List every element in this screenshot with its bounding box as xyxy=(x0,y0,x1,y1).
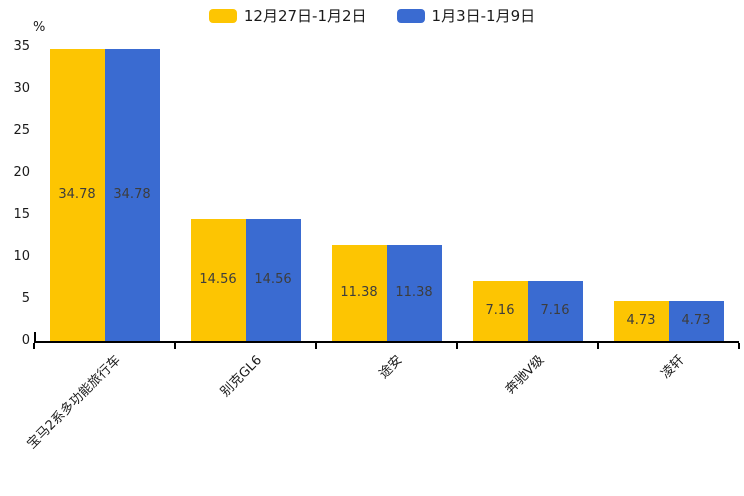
legend-swatch-blue xyxy=(396,9,425,23)
bar-series2-cat4: 7.16 xyxy=(527,280,583,341)
bar-value-label: 4.73 xyxy=(681,313,711,329)
x-axis-category-label: 途安 xyxy=(376,352,406,382)
x-axis-tick xyxy=(738,343,740,349)
y-axis-tick-label: 25 xyxy=(13,123,30,138)
bar-series1-cat4: 7.16 xyxy=(472,280,528,341)
x-axis-tick xyxy=(456,343,458,349)
y-axis-tick-label: 20 xyxy=(13,165,30,180)
bar-series2-cat2: 14.56 xyxy=(245,218,301,341)
bar-value-label: 34.78 xyxy=(113,186,151,202)
bar-series2-cat3: 11.38 xyxy=(386,245,442,341)
legend-item-series2: 1月3日-1月9日 xyxy=(396,6,536,26)
y-axis-tick-label: 10 xyxy=(13,249,30,264)
chart-legend: 12月27日-1月2日 1月3日-1月9日 xyxy=(0,6,744,26)
bar-value-label: 14.56 xyxy=(199,271,237,287)
bar-series1-cat5: 4.73 xyxy=(613,301,669,341)
x-axis-category-label: 宝马2系多功能旅行车 xyxy=(24,352,124,453)
y-axis-tick-label: 5 xyxy=(21,291,30,306)
bar-series1-cat1: 34.78 xyxy=(49,48,105,341)
x-axis-tick xyxy=(33,343,35,349)
bar-value-label: 34.78 xyxy=(58,186,96,202)
x-axis-tick xyxy=(597,343,599,349)
bar-series2-cat5: 4.73 xyxy=(668,301,724,341)
bar-series2-cat1: 34.78 xyxy=(104,48,160,341)
x-axis-tick xyxy=(174,343,176,349)
y-axis-tick-label: 35 xyxy=(13,39,30,54)
bar-value-label: 7.16 xyxy=(540,302,570,318)
bar-series1-cat3: 11.38 xyxy=(331,245,387,341)
x-axis-category-label: 别克GL6 xyxy=(217,352,265,400)
y-axis-tick-label: 0 xyxy=(21,333,30,348)
bar-value-label: 14.56 xyxy=(254,271,292,287)
bar-value-label: 7.16 xyxy=(485,302,515,318)
bar-value-label: 11.38 xyxy=(395,285,433,301)
legend-label-series2: 1月3日-1月9日 xyxy=(431,7,536,25)
bar-value-label: 11.38 xyxy=(340,285,378,301)
x-axis-category-label: 奔驰V级 xyxy=(502,352,547,398)
x-axis-category-label: 凌轩 xyxy=(658,352,688,382)
x-axis-line xyxy=(34,341,739,343)
y-axis-tick-label: 30 xyxy=(13,81,30,96)
legend-swatch-yellow xyxy=(208,9,237,23)
bar-series1-cat2: 14.56 xyxy=(190,218,246,341)
y-axis-stub xyxy=(34,332,36,341)
legend-label-series1: 12月27日-1月2日 xyxy=(243,7,367,25)
legend-item-series1: 12月27日-1月2日 xyxy=(208,6,367,26)
y-axis-tick-label: 15 xyxy=(13,207,30,222)
y-axis-unit-label: % xyxy=(33,20,46,35)
x-axis-tick xyxy=(315,343,317,349)
bar-value-label: 4.73 xyxy=(626,313,656,329)
